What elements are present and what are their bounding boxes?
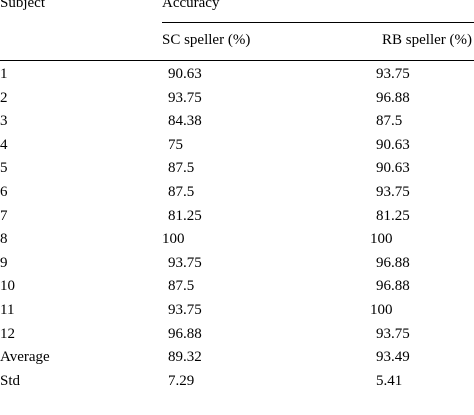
cell-rb-speller: 5.41 [376,372,403,389]
cell-sc-speller: 100 [162,231,185,248]
cell-rb-speller: 93.75 [376,325,410,342]
column-header-sc-speller: SC speller (%) [162,32,251,48]
cell-subject: 3 [0,113,8,130]
table-row: 3 84.38 87.5 [0,113,474,137]
cell-sc-speller: 87.5 [168,183,195,200]
cell-sc-speller: 81.25 [168,207,202,224]
cell-subject: Std [0,372,21,389]
cell-sc-speller: 87.5 [168,278,195,295]
cell-sc-speller: 90.63 [168,66,202,82]
cell-sc-speller: 96.88 [168,325,202,342]
cell-sc-speller: 84.38 [168,113,202,130]
cell-rb-speller: 93.49 [376,349,410,366]
cell-sc-speller: 93.75 [168,301,202,318]
cell-rb-speller: 100 [370,231,393,248]
cell-subject: 8 [0,231,8,248]
cell-sc-speller: 87.5 [168,160,195,177]
header-rule [0,60,474,61]
table-row: 5 87.5 90.63 [0,160,474,184]
table-row: Average 89.32 93.49 [0,349,474,373]
column-header-rb-speller: RB speller (%) [382,32,472,48]
table-header-row-1: Subject Accuracy [0,0,474,17]
cell-subject: 2 [0,89,8,106]
cell-subject: 7 [0,207,8,224]
table-row: 11 93.75 100 [0,302,474,326]
cell-sc-speller: 93.75 [168,254,202,271]
cell-sc-speller: 75 [168,136,183,153]
table-row: 2 93.75 96.88 [0,90,474,114]
cell-rb-speller: 96.88 [376,278,410,295]
cell-subject: 6 [0,183,8,200]
table-row: 10 87.5 96.88 [0,278,474,302]
cell-subject: 5 [0,160,8,177]
cell-rb-speller: 100 [370,301,393,318]
cell-rb-speller: 93.75 [376,183,410,200]
table-row: 4 75 90.63 [0,137,474,161]
table-header-row-2: SC speller (%) RB speller (%) [0,32,474,52]
cell-rb-speller: 90.63 [376,136,410,153]
cell-subject: 11 [0,301,15,318]
cell-rb-speller: 93.75 [376,66,410,82]
cell-rb-speller: 87.5 [376,113,403,130]
column-group-header-accuracy: Accuracy [162,0,220,11]
table-row: 9 93.75 96.88 [0,255,474,279]
table-row: 1 90.63 93.75 [0,66,474,90]
cell-subject: Average [0,349,50,366]
cell-sc-speller: 89.32 [168,349,202,366]
table-row: Std 7.29 5.41 [0,373,474,397]
cell-rb-speller: 96.88 [376,89,410,106]
accuracy-group-rule [162,22,474,23]
table-row: 12 96.88 93.75 [0,326,474,350]
cell-sc-speller: 7.29 [168,372,195,389]
cell-subject: 4 [0,136,8,153]
cell-subject: 1 [0,66,8,82]
table-row: 8 100 100 [0,231,474,255]
table-row: 7 81.25 81.25 [0,208,474,232]
cell-rb-speller: 96.88 [376,254,410,271]
table-row: 6 87.5 93.75 [0,184,474,208]
cell-subject: 9 [0,254,8,271]
cell-sc-speller: 93.75 [168,89,202,106]
cell-rb-speller: 90.63 [376,160,410,177]
cell-subject: 12 [0,325,15,342]
cell-rb-speller: 81.25 [376,207,410,224]
cell-subject: 10 [0,278,15,295]
table-body: 1 90.63 93.75 2 93.75 96.88 3 84.38 87.5… [0,66,474,396]
column-header-subject: Subject [0,0,45,11]
